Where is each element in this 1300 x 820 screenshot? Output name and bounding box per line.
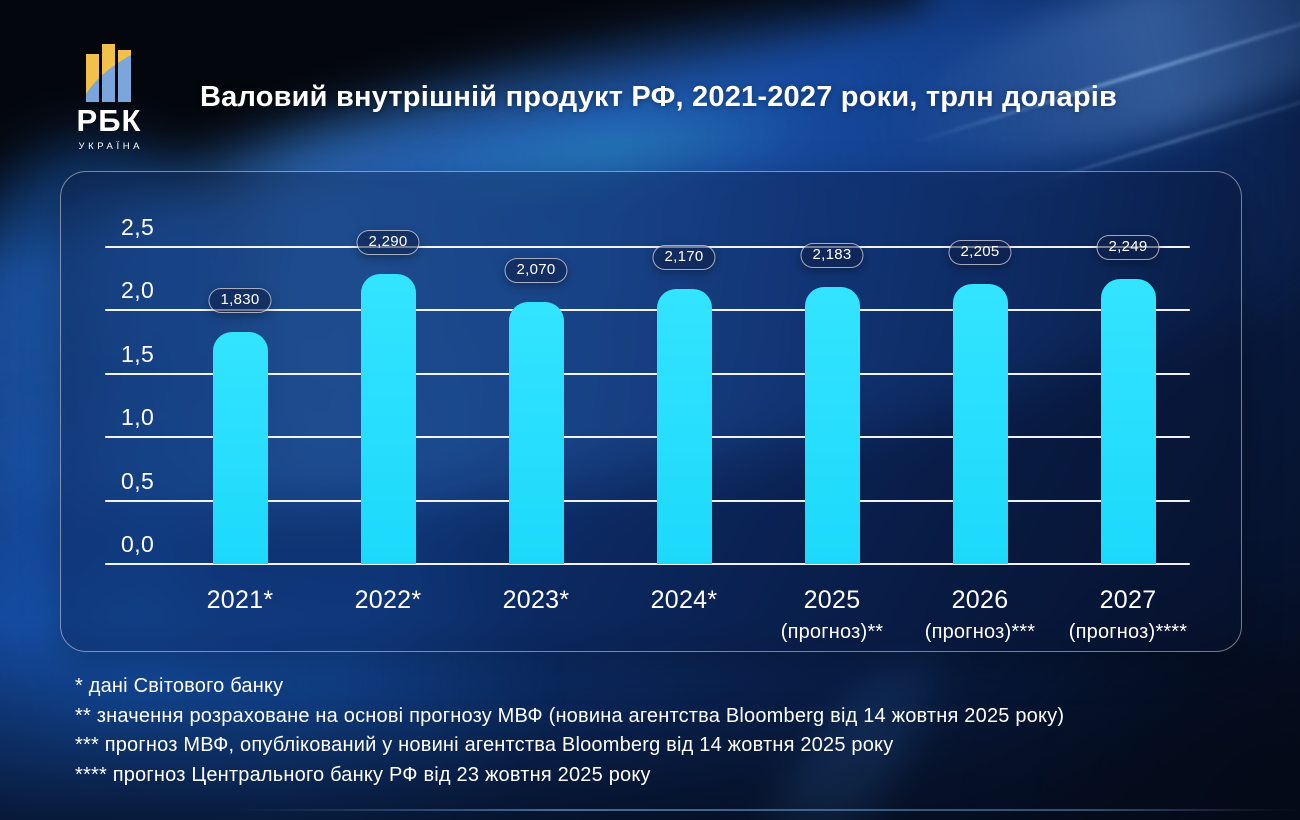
bar xyxy=(212,331,268,564)
x-axis-label: 2021* xyxy=(206,586,274,614)
bar xyxy=(952,284,1008,564)
footnote: **** прогноз Центрального банку РФ від 2… xyxy=(75,763,651,786)
x-axis-label: 2024* xyxy=(650,586,718,614)
value-badge: 2,070 xyxy=(504,257,568,283)
gridline xyxy=(105,436,1190,439)
logo-subtitle: УКРАЇНА xyxy=(78,141,144,152)
y-axis-tick-label: 0,5 xyxy=(121,467,155,494)
bar xyxy=(360,273,416,564)
x-axis-label: 2027 xyxy=(1099,586,1157,614)
rbc-logo-mark-icon xyxy=(86,44,131,102)
page-title: Валовий внутрішній продукт РФ, 2021-2027… xyxy=(200,81,1118,113)
bar xyxy=(656,288,712,564)
y-axis-tick-label: 1,5 xyxy=(121,340,155,367)
value-badge: 2,249 xyxy=(1096,234,1160,260)
x-axis-label: 2025 xyxy=(803,586,861,614)
x-axis-sublabel: (прогноз)*** xyxy=(924,621,1036,643)
y-axis-tick-label: 1,0 xyxy=(121,404,155,431)
y-axis-tick-label: 2,0 xyxy=(121,277,155,304)
value-badge: 2,170 xyxy=(652,244,716,270)
footnotes: * дані Світового банку ** значення розра… xyxy=(75,672,1064,790)
value-badge: 2,290 xyxy=(356,229,420,255)
x-axis-sublabel: (прогноз)** xyxy=(780,621,884,643)
bar xyxy=(508,301,564,564)
gridline xyxy=(105,309,1190,312)
bar xyxy=(804,287,860,564)
footnote: *** прогноз МВФ, опублікований у новині … xyxy=(75,734,894,756)
logo-name: РБК xyxy=(76,103,142,138)
value-badge: 1,830 xyxy=(208,287,272,313)
gridline xyxy=(105,372,1190,375)
value-badge: 2,205 xyxy=(948,240,1012,266)
rbc-ukraine-logo: РБК УКРАЇНА xyxy=(68,44,150,152)
gridline xyxy=(105,246,1190,248)
y-axis-tick-label: 0,0 xyxy=(121,531,155,557)
gridline xyxy=(105,563,1190,565)
footnote: * дані Світового банку xyxy=(75,675,284,697)
bar xyxy=(1100,278,1156,564)
value-badge: 2,183 xyxy=(800,243,864,269)
x-axis-label: 2022* xyxy=(354,586,422,614)
x-axis-label: 2026 xyxy=(951,586,1009,614)
x-axis-label: 2023* xyxy=(502,586,570,614)
footnote: ** значення розраховане на основі прогно… xyxy=(75,704,1065,727)
gridline xyxy=(105,499,1190,502)
x-axis-sublabel: (прогноз)**** xyxy=(1068,621,1188,643)
y-axis-tick-label: 2,5 xyxy=(121,214,155,240)
